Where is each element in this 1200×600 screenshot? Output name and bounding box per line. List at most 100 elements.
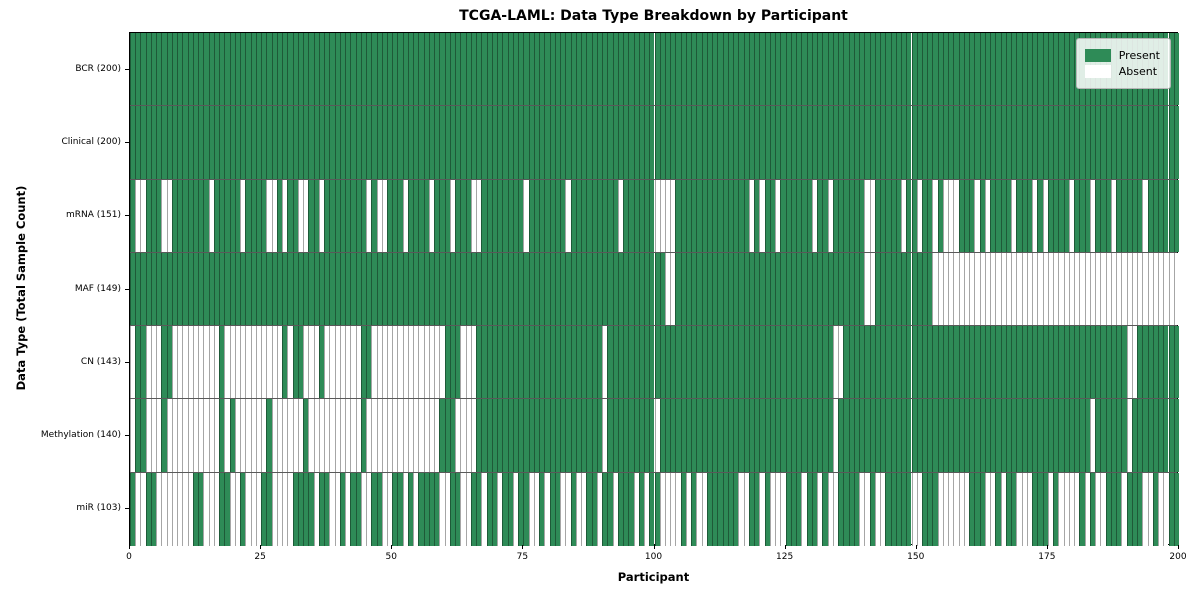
heatmap-cell xyxy=(345,326,351,399)
heatmap-cell xyxy=(727,326,734,399)
heatmap-cell xyxy=(182,326,188,399)
heatmap-cell xyxy=(743,179,749,252)
heatmap-cell xyxy=(1005,326,1012,399)
heatmap-cell xyxy=(696,106,702,179)
heatmap-cell xyxy=(177,472,183,546)
heatmap-cell xyxy=(895,179,901,252)
heatmap-cell xyxy=(853,106,860,179)
heatmap-cell xyxy=(156,106,162,179)
heatmap-cell xyxy=(1063,326,1069,399)
heatmap-cell xyxy=(1026,106,1033,179)
heatmap-cell xyxy=(706,472,713,546)
heatmap-cell xyxy=(617,399,624,472)
heatmap-cell xyxy=(308,33,314,106)
heatmap-cell xyxy=(460,399,466,472)
heatmap-cell xyxy=(318,326,325,399)
heatmap-cell xyxy=(465,179,471,252)
heatmap-cell xyxy=(775,472,781,546)
heatmap-cell xyxy=(192,106,199,179)
heatmap-cell xyxy=(874,252,881,326)
heatmap-cell xyxy=(843,106,849,179)
heatmap-cell xyxy=(901,252,907,326)
heatmap-cell xyxy=(271,179,277,252)
heatmap-cell xyxy=(628,179,634,252)
heatmap-cell xyxy=(444,179,450,252)
heatmap-cell xyxy=(864,472,870,546)
heatmap-cell xyxy=(208,106,214,179)
heatmap-cell xyxy=(712,106,718,179)
heatmap-cell xyxy=(1058,252,1064,326)
heatmap-cell xyxy=(921,399,928,472)
heatmap-cell xyxy=(313,472,319,546)
heatmap-cell xyxy=(1152,472,1158,546)
heatmap-cell xyxy=(135,252,141,326)
heatmap-cell xyxy=(738,326,744,399)
heatmap-cell xyxy=(166,179,172,252)
heatmap-cell xyxy=(171,33,178,106)
heatmap-cell xyxy=(339,106,346,179)
heatmap-cell xyxy=(785,106,791,179)
heatmap-cell xyxy=(743,33,749,106)
heatmap-cell xyxy=(554,179,561,252)
heatmap-cell xyxy=(1142,106,1148,179)
heatmap-cell xyxy=(1053,33,1059,106)
heatmap-cell xyxy=(963,399,970,472)
heatmap-cell xyxy=(769,252,776,326)
heatmap-cell xyxy=(623,106,629,179)
heatmap-cell xyxy=(366,106,372,179)
heatmap-cell xyxy=(528,326,534,399)
heatmap-cell xyxy=(1000,179,1006,252)
heatmap-cell xyxy=(969,33,975,106)
heatmap-cell xyxy=(533,399,540,472)
heatmap-cell xyxy=(990,252,996,326)
heatmap-cell xyxy=(722,179,728,252)
heatmap-cell xyxy=(953,326,959,399)
heatmap-cell xyxy=(565,252,571,326)
heatmap-cell xyxy=(901,326,907,399)
heatmap-cell xyxy=(266,252,272,326)
heatmap-cell xyxy=(670,472,676,546)
heatmap-cell xyxy=(1121,326,1127,399)
heatmap-cell xyxy=(250,399,256,472)
heatmap-cell xyxy=(486,326,492,399)
heatmap-cell xyxy=(1110,252,1117,326)
heatmap-cell xyxy=(942,106,949,179)
heatmap-cell xyxy=(733,106,739,179)
heatmap-cell xyxy=(1042,179,1048,252)
heatmap-cell xyxy=(743,252,749,326)
heatmap-cell xyxy=(224,326,230,399)
heatmap-cell xyxy=(607,179,613,252)
heatmap-cell xyxy=(1163,106,1169,179)
heatmap-cell xyxy=(376,472,382,546)
heatmap-cell xyxy=(1121,252,1127,326)
heatmap-cell xyxy=(649,399,655,472)
heatmap-cell xyxy=(407,399,414,472)
heatmap-cell xyxy=(276,106,283,179)
heatmap-cell xyxy=(963,252,970,326)
heatmap-cell xyxy=(581,472,587,546)
heatmap-cell xyxy=(355,252,361,326)
heatmap-cell xyxy=(376,326,382,399)
heatmap-cell xyxy=(360,252,366,326)
heatmap-cell xyxy=(727,472,734,546)
heatmap-cell xyxy=(528,399,534,472)
heatmap-cell xyxy=(696,326,702,399)
heatmap-cell xyxy=(387,33,393,106)
heatmap-cell xyxy=(376,252,382,326)
heatmap-cell xyxy=(990,33,996,106)
heatmap-cell xyxy=(491,472,498,546)
heatmap-cell xyxy=(623,179,629,252)
heatmap-cell xyxy=(701,179,707,252)
heatmap-cell xyxy=(130,106,136,179)
heatmap-cell xyxy=(1152,326,1158,399)
heatmap-cell xyxy=(859,252,865,326)
heatmap-cell xyxy=(481,106,487,179)
heatmap-cell xyxy=(507,106,513,179)
heatmap-cell xyxy=(313,326,319,399)
heatmap-cell xyxy=(748,106,755,179)
heatmap-cell xyxy=(1016,326,1022,399)
heatmap-cell xyxy=(727,179,734,252)
heatmap-cell xyxy=(901,179,907,252)
heatmap-cell xyxy=(245,472,251,546)
y-axis-label: Data Type (Total Sample Count) xyxy=(14,185,28,391)
